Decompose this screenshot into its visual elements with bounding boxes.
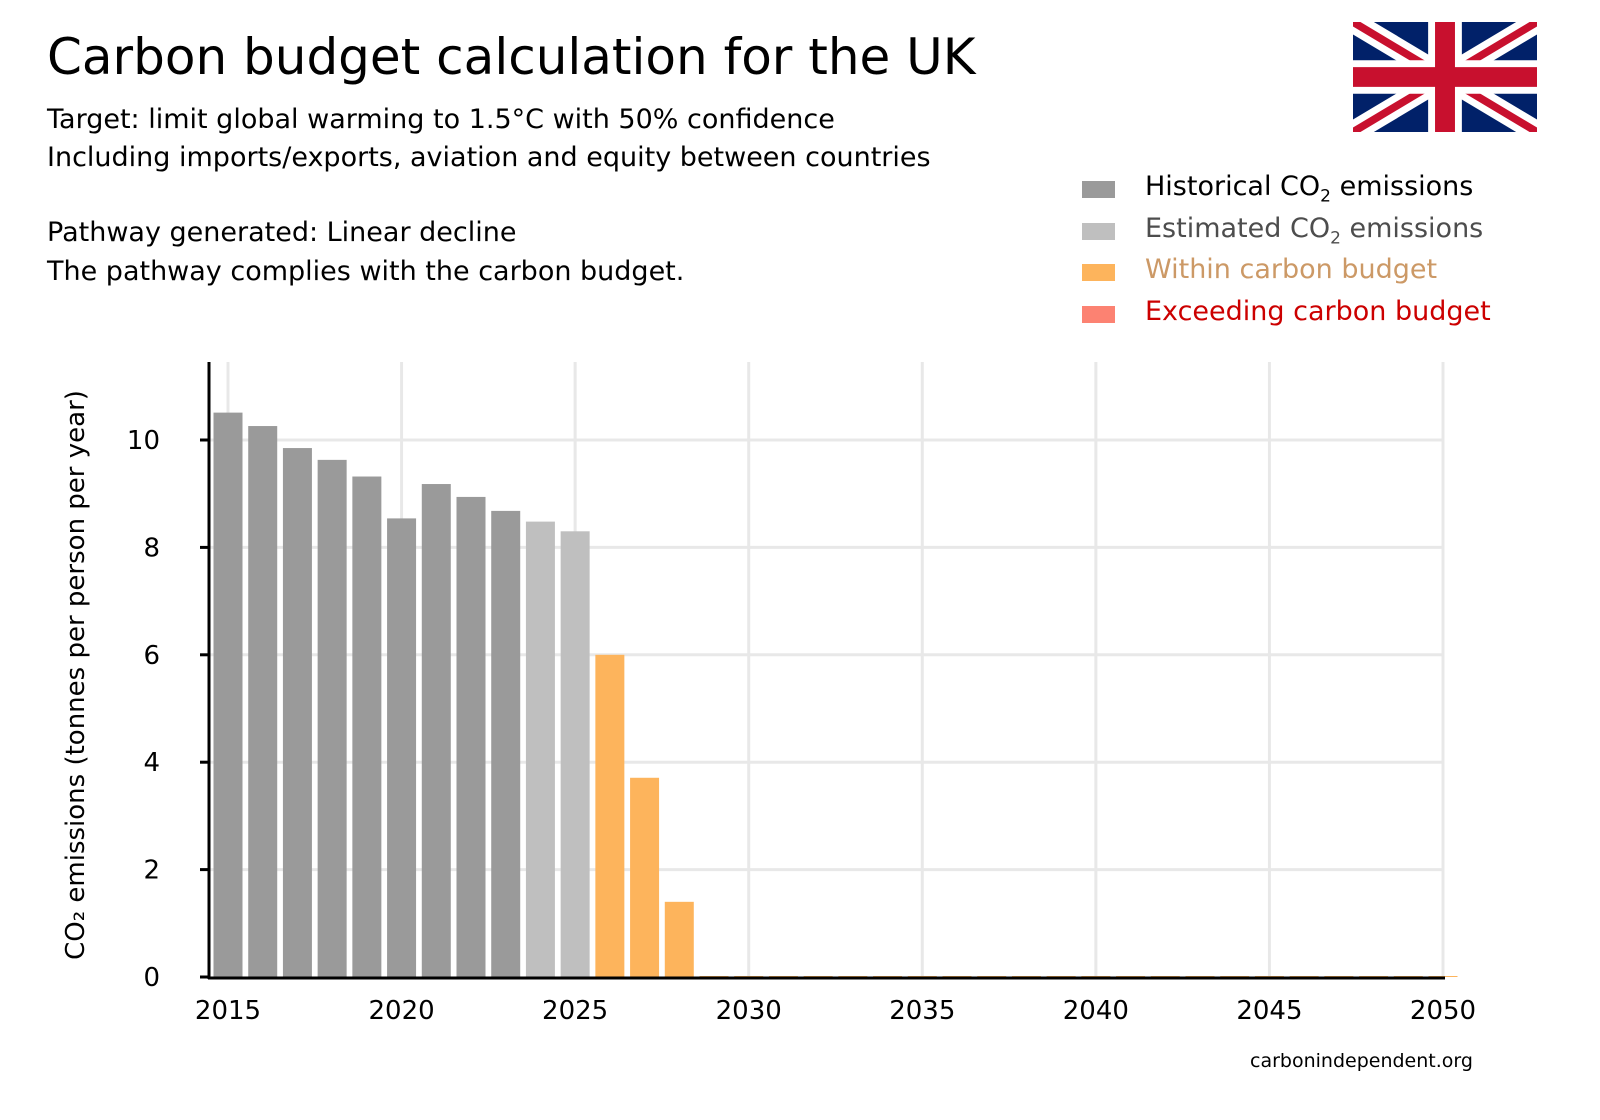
- bar-2027: [630, 777, 660, 977]
- x-tick-label: 2040: [1063, 996, 1129, 1026]
- y-tick-label: 0: [143, 963, 160, 993]
- bar-2022: [456, 496, 486, 977]
- uk-flag-icon: [1353, 22, 1537, 132]
- bar-2021: [421, 484, 451, 977]
- bar-2028: [664, 901, 694, 977]
- x-tick-label: 2035: [889, 996, 955, 1026]
- bar-2016: [248, 426, 278, 978]
- legend-label: Exceeding carbon budget: [1145, 295, 1491, 327]
- bar-2017: [282, 448, 312, 977]
- bar-2024: [525, 521, 555, 977]
- legend-label: Estimated CO2 emissions: [1145, 212, 1484, 248]
- x-tick-label: 2030: [716, 996, 782, 1026]
- legend-swatch: [1082, 305, 1115, 323]
- subtitle-scope: Including imports/exports, aviation and …: [47, 142, 931, 173]
- source-credit: carbonindependent.org: [1250, 1050, 1473, 1072]
- y-tick-label: 4: [143, 748, 160, 778]
- bar-2026: [595, 654, 625, 977]
- x-tick-label: 2045: [1236, 996, 1302, 1026]
- pathway-type: Pathway generated: Linear decline: [47, 217, 517, 248]
- y-tick-label: 8: [143, 533, 160, 563]
- chart-title: Carbon budget calculation for the UK: [47, 28, 976, 86]
- x-tick-label: 2015: [195, 996, 261, 1026]
- bar-2020: [387, 518, 417, 977]
- y-tick-label: 10: [127, 426, 160, 456]
- bar-2023: [491, 510, 521, 977]
- legend-label: Historical CO2 emissions: [1145, 171, 1474, 207]
- bar-2018: [317, 459, 347, 977]
- legend-swatch: [1082, 222, 1115, 240]
- pathway-status: The pathway complies with the carbon bud…: [47, 256, 685, 287]
- legend-swatch: [1082, 181, 1115, 198]
- bar-2019: [352, 476, 382, 977]
- y-tick-label: 6: [143, 641, 160, 671]
- x-tick-label: 2050: [1410, 996, 1476, 1026]
- legend-label: Within carbon budget: [1145, 254, 1438, 285]
- bar-2015: [213, 412, 243, 977]
- bar-2025: [560, 531, 590, 977]
- x-tick-label: 2025: [542, 996, 608, 1026]
- y-tick-label: 2: [143, 856, 160, 886]
- subtitle-target: Target: limit global warming to 1.5°C wi…: [47, 104, 835, 135]
- x-tick-label: 2020: [368, 996, 434, 1026]
- legend-swatch: [1082, 264, 1115, 281]
- y-axis-label: CO₂ emissions (tonnes per person per yea…: [61, 390, 91, 960]
